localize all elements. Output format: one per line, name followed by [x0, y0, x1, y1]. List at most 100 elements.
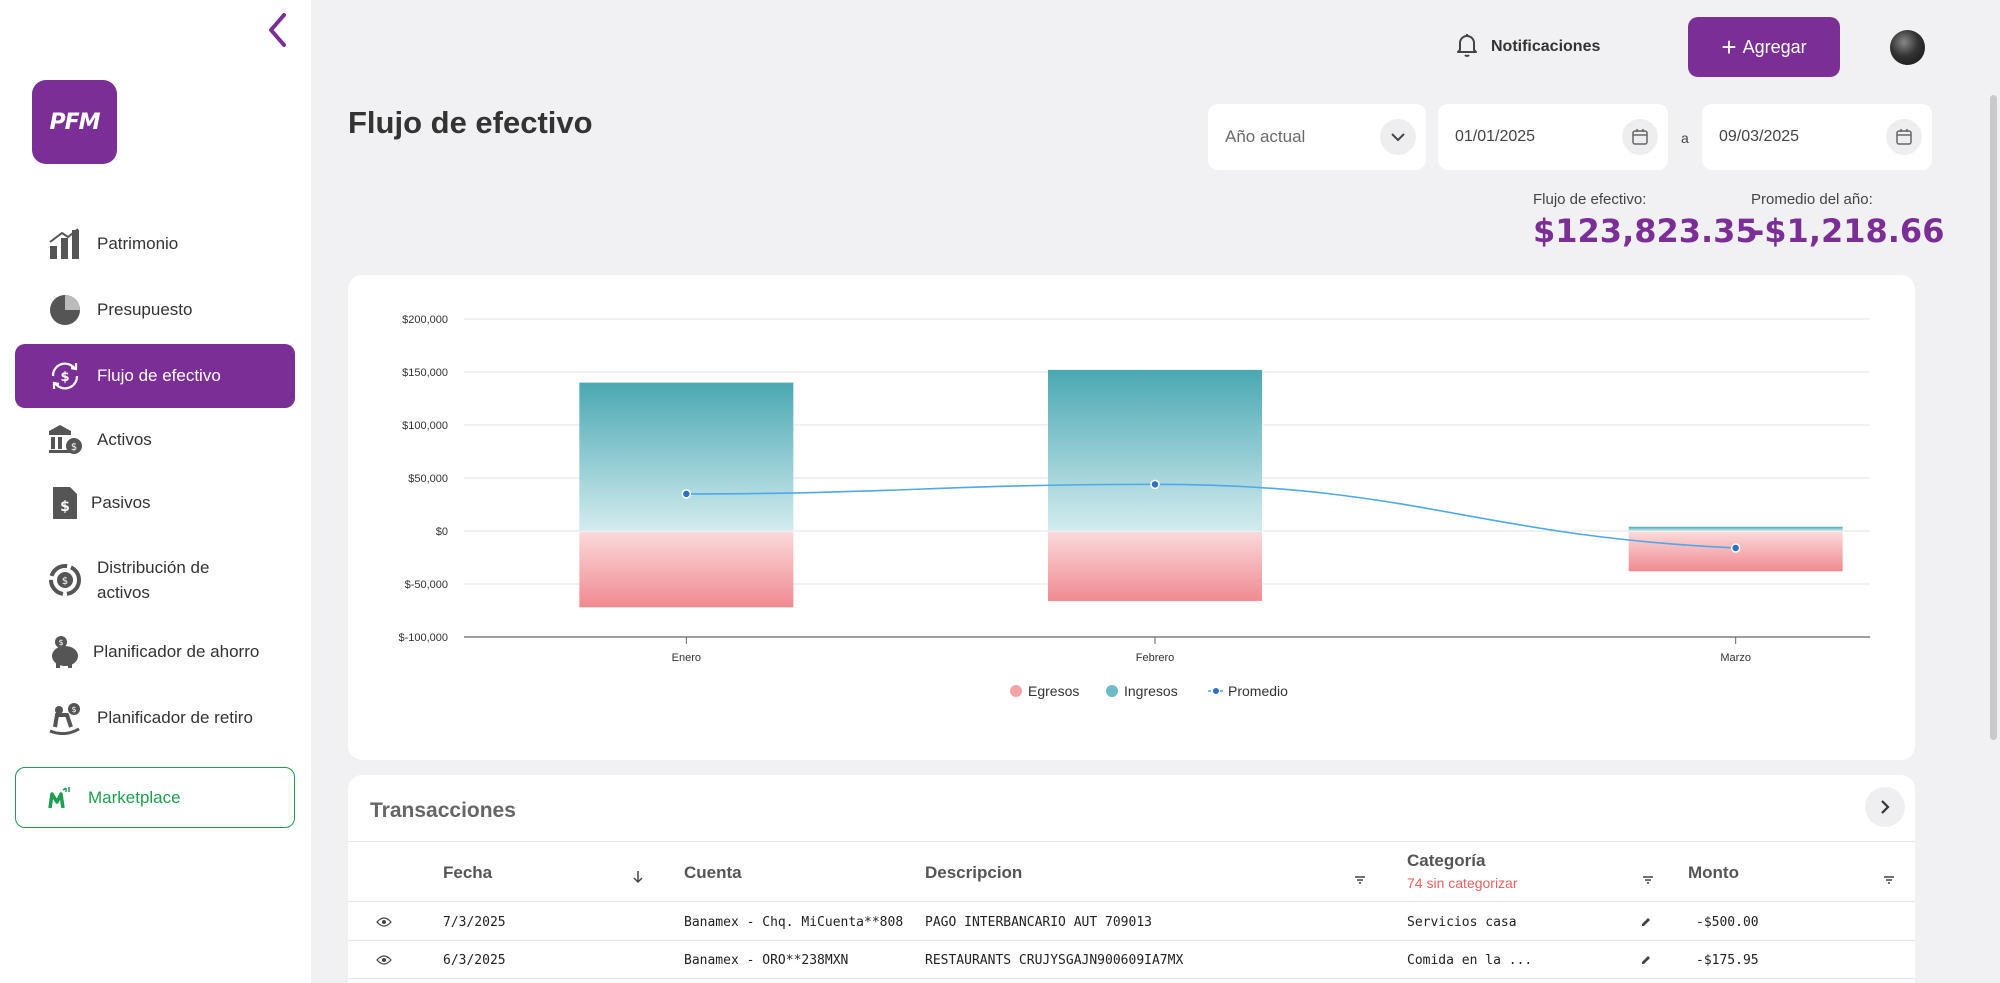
transactions-header: Fecha Cuenta Descripcion Categoría 74 si…: [348, 841, 1915, 902]
filter-icon[interactable]: [1354, 872, 1366, 890]
y-tick-label: $200,000: [402, 314, 448, 326]
period-select[interactable]: Año actual: [1208, 104, 1426, 170]
y-tick-label: $150,000: [402, 367, 448, 379]
calendar-icon[interactable]: [1886, 119, 1922, 155]
cash-flow-chart-card: $200,000 $150,000 $100,000 $50,000 $0 $-50,00…: [348, 275, 1915, 760]
y-tick-label: $-100,000: [398, 632, 448, 644]
table-row[interactable]: 7/3/2025 Banamex - Chq. MiCuenta**808MXN…: [348, 903, 1915, 941]
piggy-bank-icon: $: [45, 632, 85, 672]
svg-text:$: $: [62, 576, 68, 587]
sidebar-item-patrimonio[interactable]: Patrimonio: [15, 212, 295, 276]
collapse-sidebar-button[interactable]: [262, 10, 294, 50]
sidebar-item-label: Patrimonio: [97, 234, 179, 253]
date-to-value: 09/03/2025: [1719, 128, 1800, 145]
bell-icon: [1455, 32, 1479, 63]
assets-icon: $: [45, 420, 85, 460]
row-monto: -$175.95: [1696, 952, 1759, 968]
sidebar-item-distribucion-de-activos[interactable]: $ Distribución de activos: [15, 548, 295, 612]
table-row[interactable]: 6/3/2025 Banamex - ORO**238MXN RESTAURAN…: [348, 941, 1915, 979]
distribution-icon: $: [45, 560, 85, 600]
marketplace-button[interactable]: Marketplace: [15, 767, 295, 828]
sort-arrow-icon[interactable]: [633, 870, 643, 889]
cash-flow-icon: $: [45, 356, 85, 396]
bar-ingresos: [579, 382, 794, 531]
row-cuenta: Banamex - Chq. MiCuenta**808MXN: [684, 914, 903, 930]
sidebar-item-presupuesto[interactable]: Presupuesto: [15, 278, 295, 342]
sidebar-item-label: Planificador de ahorro: [93, 642, 260, 661]
transactions-card: Transacciones Fecha Cuenta Descripcion C…: [348, 775, 1915, 983]
sidebar-item-label: Pasivos: [91, 493, 151, 512]
sidebar-item-planificador-de-retiro[interactable]: $ Planificador de retiro: [15, 686, 295, 750]
bar-egresos: [579, 532, 794, 608]
row-descripcion: RESTAURANTS CRUJYSGAJN900609IA7MX: [925, 952, 1184, 968]
sidebar-item-planificador-de-ahorro[interactable]: $ Planificador de ahorro: [15, 620, 295, 684]
filter-icon[interactable]: [1883, 872, 1895, 890]
row-fecha: 6/3/2025: [443, 952, 506, 968]
sidebar: PFM Patrimonio Presupuesto $ Flujo de ef…: [0, 0, 311, 983]
row-categoria[interactable]: Servicios casa: [1407, 914, 1517, 930]
sidebar-item-label: Distribución de activos: [97, 558, 210, 602]
logo[interactable]: PFM: [32, 80, 117, 164]
x-tick-label: Febrero: [1136, 652, 1175, 664]
date-to-field[interactable]: 09/03/2025: [1702, 104, 1932, 170]
bar-ingresos: [1628, 526, 1843, 531]
chevron-down-icon[interactable]: [1380, 119, 1416, 155]
sidebar-item-label: Planificador de retiro: [97, 708, 253, 727]
svg-text:$: $: [60, 370, 69, 385]
marketplace-icon: [48, 785, 74, 811]
row-cuenta: Banamex - ORO**238MXN: [684, 952, 849, 968]
column-cuenta[interactable]: Cuenta: [684, 862, 742, 882]
period-select-value: Año actual: [1225, 127, 1306, 146]
promedio-point: [1150, 479, 1160, 490]
legend-label: Egresos: [1028, 683, 1079, 699]
sidebar-item-pasivos[interactable]: $ Pasivos: [15, 471, 295, 535]
sidebar-item-flujo-de-efectivo[interactable]: $ Flujo de efectivo: [15, 344, 295, 408]
column-descripcion[interactable]: Descripcion: [925, 862, 1023, 882]
column-categoria[interactable]: Categoría: [1407, 850, 1486, 870]
transactions-title: Transacciones: [370, 799, 516, 822]
pencil-icon[interactable]: [1640, 903, 1652, 941]
sidebar-item-label: Presupuesto: [97, 300, 193, 319]
svg-text:$: $: [71, 442, 77, 453]
legend-swatch: [1106, 685, 1118, 697]
sidebar-item-label: Activos: [97, 430, 152, 449]
legend-label: Promedio: [1228, 683, 1288, 699]
row-monto: -$500.00: [1696, 914, 1759, 930]
promedio-line: [686, 483, 1736, 549]
pie-chart-icon: [45, 290, 85, 330]
year-average-label: Promedio del año:: [1751, 191, 1873, 208]
add-button-label: Agregar: [1742, 36, 1807, 57]
cash-flow-value: $123,823.35: [1533, 212, 1758, 250]
marketplace-label: Marketplace: [88, 787, 181, 807]
calendar-icon[interactable]: [1622, 119, 1658, 155]
y-tick-label: $100,000: [402, 420, 448, 432]
notifications-label: Notificaciones: [1491, 38, 1601, 55]
svg-text:$: $: [58, 638, 63, 647]
legend-swatch: [1010, 685, 1022, 697]
transactions-expand-button[interactable]: [1865, 787, 1905, 827]
eye-icon[interactable]: [376, 903, 392, 941]
pencil-icon[interactable]: [1640, 941, 1652, 979]
logo-text: PFM: [49, 109, 100, 135]
notifications-button[interactable]: Notificaciones: [1455, 30, 1600, 64]
legend-label: Ingresos: [1124, 683, 1178, 699]
sidebar-item-activos[interactable]: $ Activos: [15, 408, 295, 472]
svg-text:$: $: [71, 705, 76, 714]
date-from-field[interactable]: 01/01/2025: [1438, 104, 1668, 170]
year-average-stat: Promedio del año: -$1,218.66: [1751, 191, 1944, 250]
eye-icon[interactable]: [376, 941, 392, 979]
row-descripcion: PAGO INTERBANCARIO AUT 709013: [925, 914, 1152, 930]
uncategorized-count[interactable]: 74 sin categorizar: [1407, 875, 1518, 891]
row-categoria[interactable]: Comida en la ...: [1407, 952, 1533, 968]
sidebar-item-label: Flujo de efectivo: [97, 366, 221, 385]
y-tick-label: $0: [436, 526, 448, 538]
column-fecha[interactable]: Fecha: [443, 862, 493, 882]
cash-flow-chart: $200,000 $150,000 $100,000 $50,000 $0 $-50,00…: [398, 314, 1870, 699]
column-monto[interactable]: Monto: [1688, 862, 1739, 882]
page-scrollbar[interactable]: [1990, 95, 1997, 740]
x-tick-label: Marzo: [1720, 652, 1751, 664]
filter-icon[interactable]: [1642, 872, 1654, 890]
add-button[interactable]: + Agregar: [1688, 17, 1840, 77]
cash-flow-label: Flujo de efectivo:: [1533, 191, 1647, 208]
avatar[interactable]: [1890, 30, 1925, 65]
